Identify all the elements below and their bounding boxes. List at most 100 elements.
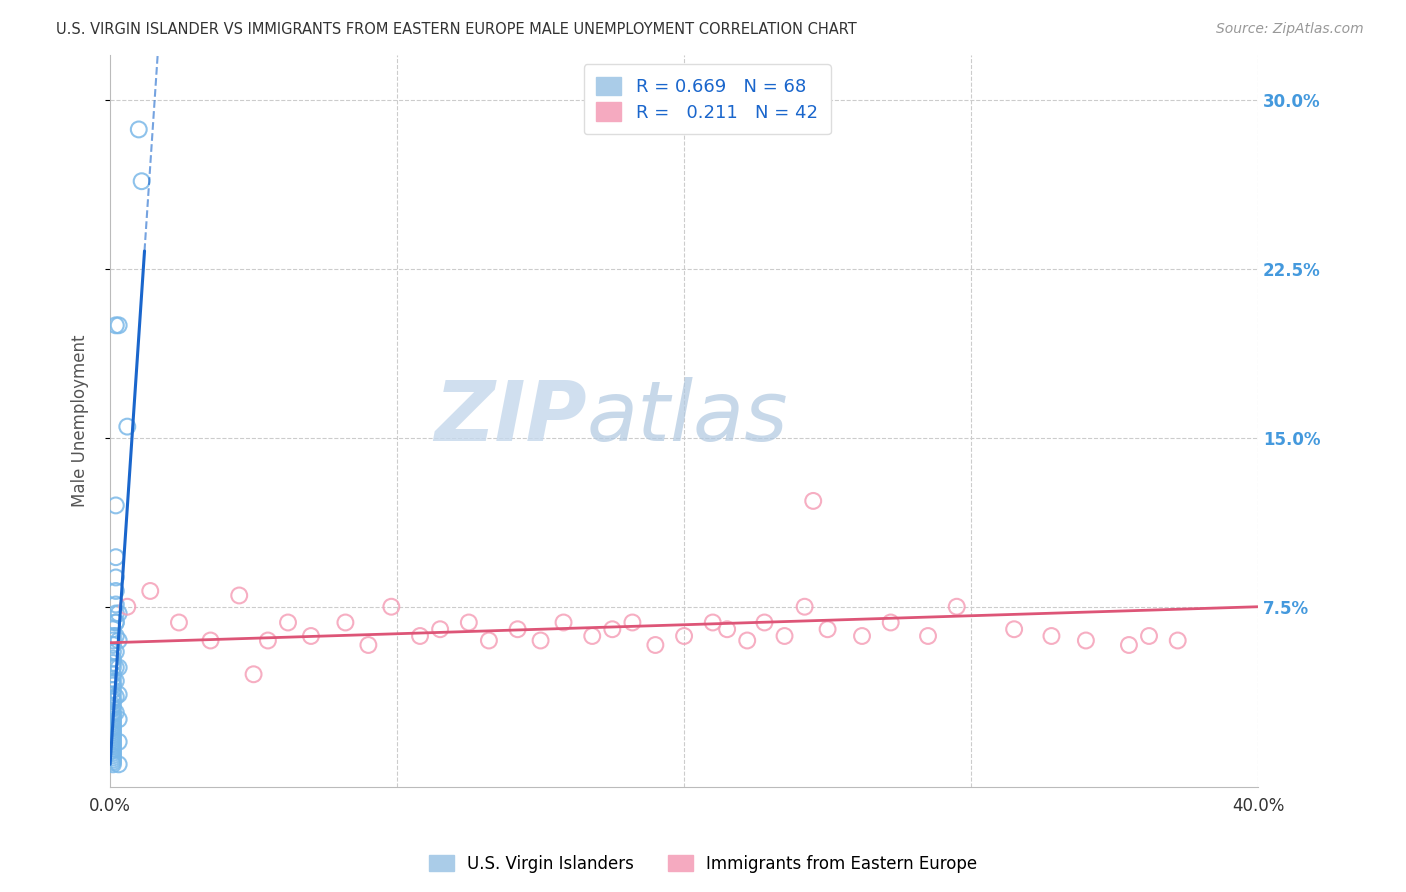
Point — [1002, 622, 1025, 636]
Point — [200, 633, 222, 648]
Point — [101, 731, 124, 745]
Point — [644, 638, 666, 652]
Point — [101, 735, 124, 749]
Text: Source: ZipAtlas.com: Source: ZipAtlas.com — [1216, 22, 1364, 37]
Point — [101, 757, 124, 772]
Point — [104, 615, 127, 630]
Point — [104, 690, 127, 704]
Point — [107, 607, 129, 621]
Point — [107, 688, 129, 702]
Point — [101, 622, 124, 636]
Point — [101, 707, 124, 722]
Point — [104, 550, 127, 565]
Text: U.S. VIRGIN ISLANDER VS IMMIGRANTS FROM EASTERN EUROPE MALE UNEMPLOYMENT CORRELA: U.S. VIRGIN ISLANDER VS IMMIGRANTS FROM … — [56, 22, 858, 37]
Point — [817, 622, 839, 636]
Point — [793, 599, 815, 614]
Point — [101, 698, 124, 713]
Point — [101, 701, 124, 715]
Point — [101, 645, 124, 659]
Point — [101, 716, 124, 731]
Point — [673, 629, 696, 643]
Point — [602, 622, 624, 636]
Point — [101, 723, 124, 738]
Point — [117, 419, 139, 434]
Point — [101, 706, 124, 720]
Y-axis label: Male Unemployment: Male Unemployment — [72, 334, 89, 508]
Point — [101, 739, 124, 754]
Point — [101, 694, 124, 708]
Point — [104, 607, 127, 621]
Point — [104, 499, 127, 513]
Point — [101, 714, 124, 729]
Point — [101, 651, 124, 665]
Point — [945, 599, 967, 614]
Point — [107, 712, 129, 726]
Point — [257, 633, 280, 648]
Point — [1167, 633, 1189, 648]
Point — [621, 615, 644, 630]
Point — [101, 676, 124, 690]
Point — [581, 629, 603, 643]
Point — [107, 633, 129, 648]
Point — [101, 753, 124, 767]
Point — [101, 688, 124, 702]
Point — [139, 584, 162, 599]
Point — [104, 673, 127, 688]
Point — [107, 660, 129, 674]
Point — [429, 622, 451, 636]
Point — [104, 584, 127, 599]
Point — [101, 737, 124, 751]
Point — [117, 599, 139, 614]
Point — [104, 570, 127, 584]
Legend: R = 0.669   N = 68, R =   0.211   N = 42: R = 0.669 N = 68, R = 0.211 N = 42 — [583, 64, 831, 135]
Point — [457, 615, 479, 630]
Point — [101, 656, 124, 670]
Point — [101, 744, 124, 758]
Point — [104, 645, 127, 659]
Text: atlas: atlas — [586, 376, 789, 458]
Point — [101, 629, 124, 643]
Point — [357, 638, 380, 652]
Point — [107, 735, 129, 749]
Point — [104, 706, 127, 720]
Point — [1137, 629, 1160, 643]
Point — [104, 615, 127, 630]
Point — [101, 672, 124, 686]
Point — [101, 633, 124, 648]
Point — [107, 757, 129, 772]
Point — [101, 721, 124, 735]
Point — [104, 318, 127, 333]
Point — [107, 318, 129, 333]
Point — [104, 629, 127, 643]
Point — [101, 732, 124, 747]
Point — [228, 589, 250, 603]
Point — [101, 660, 124, 674]
Point — [1040, 629, 1063, 643]
Point — [101, 755, 124, 769]
Point — [409, 629, 432, 643]
Point — [101, 726, 124, 740]
Point — [167, 615, 190, 630]
Point — [553, 615, 575, 630]
Point — [101, 679, 124, 693]
Point — [917, 629, 939, 643]
Point — [101, 710, 124, 724]
Point — [277, 615, 299, 630]
Point — [101, 750, 124, 764]
Point — [242, 667, 264, 681]
Point — [101, 692, 124, 706]
Point — [299, 629, 322, 643]
Point — [1074, 633, 1097, 648]
Point — [1118, 638, 1140, 652]
Point — [380, 599, 402, 614]
Point — [101, 728, 124, 742]
Point — [101, 741, 124, 756]
Point — [754, 615, 776, 630]
Point — [101, 667, 124, 681]
Point — [735, 633, 758, 648]
Point — [529, 633, 551, 648]
Point — [851, 629, 873, 643]
Point — [801, 494, 824, 508]
Point — [478, 633, 501, 648]
Point — [101, 748, 124, 763]
